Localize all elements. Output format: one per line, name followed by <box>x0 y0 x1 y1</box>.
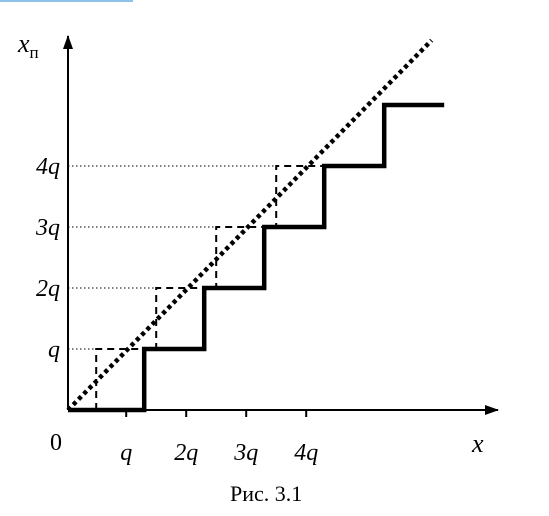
figure-caption: Рис. 3.1 <box>230 481 302 506</box>
y-tick-labels: q 2q 3q 4q <box>35 154 60 363</box>
solid-series-line <box>68 102 445 413</box>
dotted-guide-lines <box>68 165 277 350</box>
y-tick-label-3: 3q <box>35 215 60 241</box>
y-tick-label-4: 4q <box>36 154 60 180</box>
y-tick-label-1: q <box>48 337 60 363</box>
dashed-series-line <box>95 165 325 410</box>
dotted-series-line <box>66 38 434 412</box>
y-axis-title-subscript: п <box>30 43 39 62</box>
x-tick-marks <box>125 410 308 417</box>
x-tick-label-2: 2q <box>174 440 198 466</box>
x-axis-title: x <box>471 429 484 458</box>
x-tick-label-1: q <box>120 440 132 466</box>
y-tick-label-2: 2q <box>36 276 60 302</box>
series-group <box>66 38 445 413</box>
y-axis-title-main: x <box>17 29 30 58</box>
x-tick-label-3: 3q <box>233 440 258 466</box>
x-tick-labels: q 2q 3q 4q <box>120 440 318 466</box>
top-accent-line <box>0 0 133 2</box>
y-axis-title: xп <box>17 29 39 62</box>
origin-label: 0 <box>50 430 62 456</box>
x-tick-label-4: 4q <box>294 440 318 466</box>
